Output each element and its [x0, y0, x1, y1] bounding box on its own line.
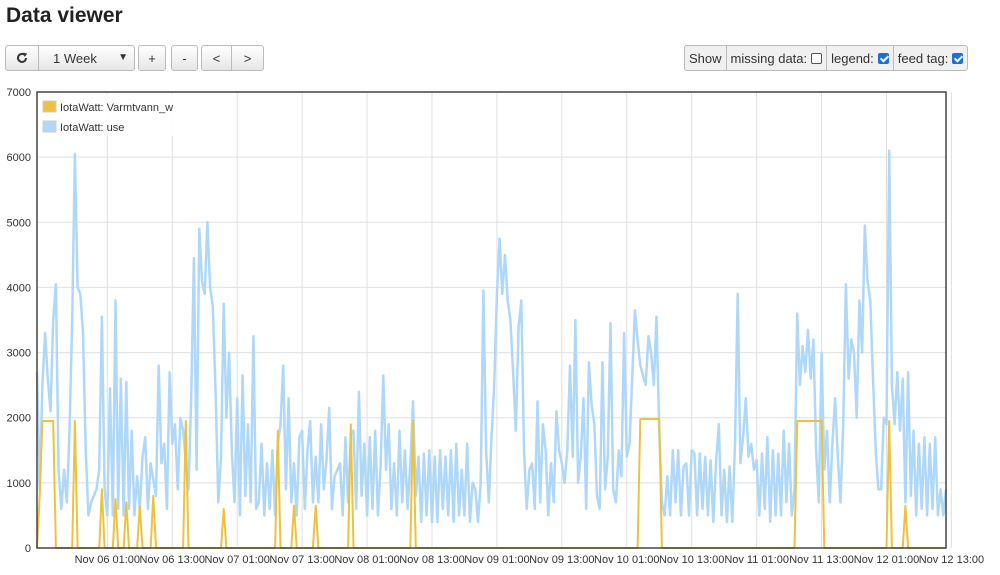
x-tick-label: Nov 11 01:00 — [724, 554, 789, 566]
missing-data-label: missing data: — [730, 50, 808, 66]
display-options: Show missing data: legend: feed tag: — [684, 45, 969, 71]
legend-option[interactable]: legend: — [827, 45, 894, 71]
x-tick-label: Nov 08 01:00 — [334, 554, 399, 566]
feed-tag-option[interactable]: feed tag: — [893, 45, 969, 71]
x-tick-label: Nov 07 13:00 — [269, 554, 334, 566]
zoom-out-button[interactable]: - — [171, 45, 198, 71]
show-label: Show — [684, 45, 727, 71]
y-tick-label: 0 — [25, 543, 31, 555]
refresh-icon — [17, 52, 28, 63]
y-tick-label: 4000 — [7, 282, 31, 294]
power-chart[interactable]: 0 1000 2000 3000 4000 5000 6000 7000 Nov 06 01:0… — [0, 84, 1000, 575]
y-tick-label: 5000 — [7, 217, 31, 229]
legend-swatch — [42, 120, 57, 133]
x-tick-label: Nov 06 13:00 — [140, 554, 205, 566]
y-tick-label: 1000 — [7, 478, 31, 490]
feed-tag-label: feed tag: — [897, 50, 949, 66]
x-tick-label: Nov 12 13:00 — [919, 554, 984, 566]
x-tick-label: Nov 08 13:00 — [399, 554, 464, 566]
missing-data-checkbox[interactable] — [811, 52, 823, 64]
time-toolbar: 1 Week ▼ — [5, 45, 135, 71]
refresh-button[interactable] — [5, 45, 39, 71]
y-tick-label: 3000 — [7, 348, 31, 360]
x-tick-label: Nov 10 13:00 — [659, 554, 724, 566]
legend-label: legend: — [831, 50, 874, 66]
x-tick-label: Nov 12 01:00 — [854, 554, 919, 566]
pan-left-button[interactable]: < — [201, 45, 232, 71]
missing-data-option[interactable]: missing data: — [726, 45, 828, 71]
page-title: Data viewer — [6, 4, 123, 27]
legend-entry: IotaWatt: Varmtvann_w — [60, 102, 173, 114]
plot-frame — [36, 91, 947, 549]
y-tick-label: 6000 — [7, 152, 31, 164]
feed-tag-checkbox[interactable] — [952, 52, 964, 64]
time-range-select[interactable]: 1 Week ▼ — [39, 45, 135, 71]
x-tick-label: Nov 07 01:00 — [204, 554, 269, 566]
legend-background — [39, 94, 189, 136]
y-tick-label: 7000 — [7, 87, 31, 99]
legend-checkbox[interactable] — [877, 52, 889, 64]
x-tick-label: Nov 09 13:00 — [529, 554, 594, 566]
series-line-use — [35, 149, 948, 524]
chevron-down-icon: ▼ — [118, 52, 128, 63]
pan-right-button[interactable]: > — [232, 45, 264, 71]
chart-legend: IotaWatt: Varmtvann_w IotaWatt: use — [39, 94, 189, 136]
x-tick-label: Nov 06 01:00 — [75, 554, 140, 566]
time-range-value: 1 Week — [53, 50, 97, 66]
legend-swatch — [42, 100, 57, 113]
y-tick-label: 2000 — [7, 413, 31, 425]
x-tick-label: Nov 10 01:00 — [594, 554, 659, 566]
x-tick-label: Nov 11 13:00 — [789, 554, 854, 566]
zoom-in-button[interactable]: + — [138, 45, 166, 71]
legend-entry: IotaWatt: use — [60, 122, 124, 134]
x-tick-label: Nov 09 01:00 — [464, 554, 529, 566]
